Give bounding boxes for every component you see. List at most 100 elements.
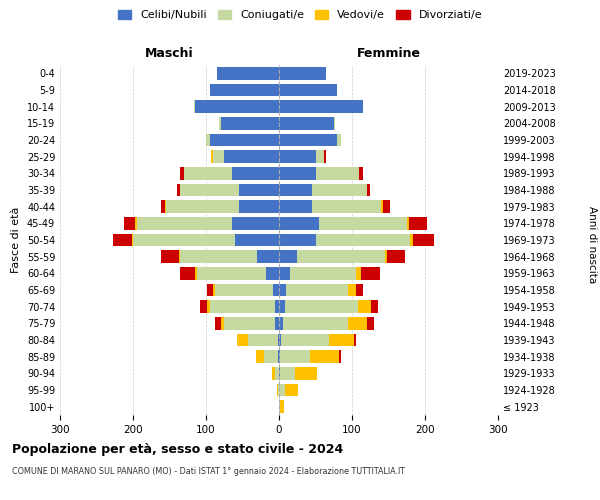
Bar xyxy=(131,234,133,246)
Bar xyxy=(279,384,285,396)
Bar xyxy=(232,167,279,179)
Bar xyxy=(319,217,407,230)
Bar xyxy=(279,317,283,330)
Text: COMUNE DI MARANO SUL PANARO (MO) - Dati ISTAT 1° gennaio 2024 - Elaborazione TUT: COMUNE DI MARANO SUL PANARO (MO) - Dati … xyxy=(12,468,405,476)
Bar xyxy=(413,234,434,246)
Bar xyxy=(279,234,316,246)
Bar xyxy=(279,250,297,263)
Bar xyxy=(383,200,390,213)
Bar xyxy=(208,284,214,296)
Bar xyxy=(279,350,280,363)
Bar xyxy=(211,150,214,163)
Bar xyxy=(166,200,239,213)
Bar xyxy=(214,150,224,163)
Bar xyxy=(209,134,279,146)
Bar xyxy=(324,150,326,163)
Bar xyxy=(278,384,279,396)
Bar xyxy=(279,284,286,296)
Bar xyxy=(137,217,232,230)
Bar xyxy=(279,300,285,313)
Bar xyxy=(339,350,341,363)
Bar xyxy=(381,200,383,213)
Bar xyxy=(275,317,279,330)
Bar xyxy=(224,150,279,163)
Bar xyxy=(238,334,248,346)
Bar xyxy=(279,267,290,280)
Bar xyxy=(278,350,279,363)
Bar xyxy=(387,250,405,263)
Bar xyxy=(279,117,334,130)
Bar xyxy=(124,217,135,230)
Bar xyxy=(310,350,339,363)
Bar xyxy=(275,367,279,380)
Bar xyxy=(359,167,363,179)
Bar xyxy=(165,200,166,213)
Bar xyxy=(208,300,209,313)
Bar xyxy=(184,167,232,179)
Bar xyxy=(285,384,298,396)
Bar xyxy=(290,267,356,280)
Text: Femmine: Femmine xyxy=(356,47,421,60)
Bar xyxy=(209,84,279,96)
Bar xyxy=(367,317,374,330)
Bar xyxy=(195,267,197,280)
Bar xyxy=(239,184,279,196)
Bar xyxy=(177,184,181,196)
Bar xyxy=(279,217,319,230)
Bar xyxy=(279,150,316,163)
Bar xyxy=(161,250,179,263)
Text: Maschi: Maschi xyxy=(145,47,194,60)
Bar xyxy=(197,267,266,280)
Bar xyxy=(214,284,215,296)
Bar xyxy=(407,217,409,230)
Bar xyxy=(278,334,279,346)
Bar xyxy=(349,284,356,296)
Bar xyxy=(181,184,239,196)
Bar xyxy=(329,334,354,346)
Legend: Celibi/Nubili, Coniugati/e, Vedovi/e, Divorziati/e: Celibi/Nubili, Coniugati/e, Vedovi/e, Di… xyxy=(113,6,487,25)
Bar xyxy=(361,267,380,280)
Bar xyxy=(215,284,273,296)
Bar xyxy=(410,234,413,246)
Bar xyxy=(206,134,209,146)
Bar xyxy=(358,300,371,313)
Bar xyxy=(235,234,279,246)
Bar xyxy=(275,300,279,313)
Bar xyxy=(280,350,310,363)
Bar xyxy=(280,367,295,380)
Bar xyxy=(285,300,358,313)
Bar xyxy=(367,184,370,196)
Text: Anni di nascita: Anni di nascita xyxy=(587,206,597,284)
Bar xyxy=(217,67,279,80)
Bar xyxy=(316,167,359,179)
Bar xyxy=(297,250,385,263)
Bar xyxy=(113,234,131,246)
Bar xyxy=(273,284,279,296)
Bar xyxy=(279,67,326,80)
Bar xyxy=(135,217,137,230)
Bar xyxy=(248,334,278,346)
Bar xyxy=(286,284,349,296)
Bar xyxy=(409,217,427,230)
Bar xyxy=(239,200,279,213)
Bar xyxy=(279,100,363,113)
Bar xyxy=(312,200,381,213)
Y-axis label: Fasce di età: Fasce di età xyxy=(11,207,21,273)
Bar xyxy=(280,400,284,413)
Bar xyxy=(221,117,279,130)
Bar xyxy=(279,400,280,413)
Bar xyxy=(209,300,275,313)
Bar xyxy=(354,334,356,346)
Bar xyxy=(232,217,279,230)
Bar xyxy=(263,350,278,363)
Bar xyxy=(349,317,367,330)
Bar xyxy=(279,84,337,96)
Bar xyxy=(277,384,278,396)
Bar xyxy=(283,317,349,330)
Bar xyxy=(179,250,181,263)
Bar xyxy=(337,134,341,146)
Bar xyxy=(279,367,280,380)
Bar xyxy=(279,200,312,213)
Bar xyxy=(312,184,367,196)
Bar xyxy=(279,184,312,196)
